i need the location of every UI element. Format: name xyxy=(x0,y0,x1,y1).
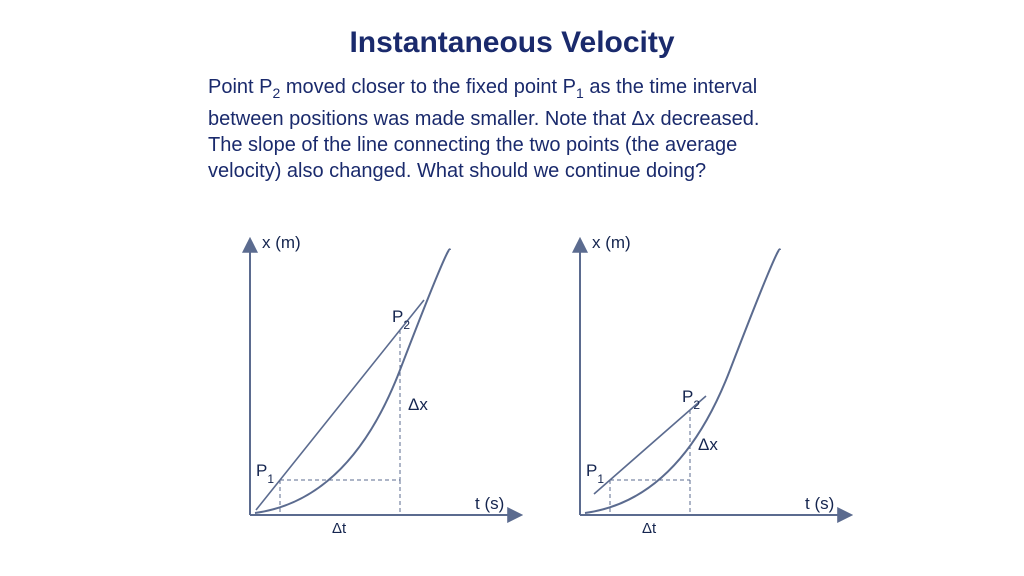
delta-x-label: Δx xyxy=(698,435,718,454)
x-axis-label: t (s) xyxy=(475,494,504,513)
delta-x-label: Δx xyxy=(408,395,428,414)
graph-left: x (m)t (s)ΔxΔtP1P2 xyxy=(210,220,540,530)
slide-title: Instantaneous Velocity xyxy=(0,26,1024,60)
secant-line xyxy=(594,396,706,494)
y-axis-label: x (m) xyxy=(262,233,301,252)
slide-root: Instantaneous Velocity Point P2 moved cl… xyxy=(0,0,1024,576)
body-line-1b: moved closer to the fixed point P xyxy=(280,76,576,98)
body-line-1a: Point P xyxy=(208,76,272,98)
delta-t-label: Δt xyxy=(642,520,657,537)
body-sub-2: 1 xyxy=(576,85,584,101)
body-line-2: between positions was made smaller. Note… xyxy=(208,108,759,130)
body-paragraph: Point P2 moved closer to the fixed point… xyxy=(208,74,828,184)
delta-t-label: Δt xyxy=(332,520,347,537)
body-line-1c: as the time interval xyxy=(584,76,757,98)
point-p1-label: P1 xyxy=(586,461,604,486)
y-axis-label: x (m) xyxy=(592,233,631,252)
point-p1-label: P1 xyxy=(256,461,274,486)
position-curve xyxy=(585,249,780,513)
body-line-3: The slope of the line connecting the two… xyxy=(208,134,737,156)
x-axis-label: t (s) xyxy=(805,494,834,513)
graph-right: x (m)t (s)ΔxΔtP1P2 xyxy=(540,220,870,530)
body-line-4: velocity) also changed. What should we c… xyxy=(208,160,706,182)
secant-line xyxy=(256,300,424,510)
